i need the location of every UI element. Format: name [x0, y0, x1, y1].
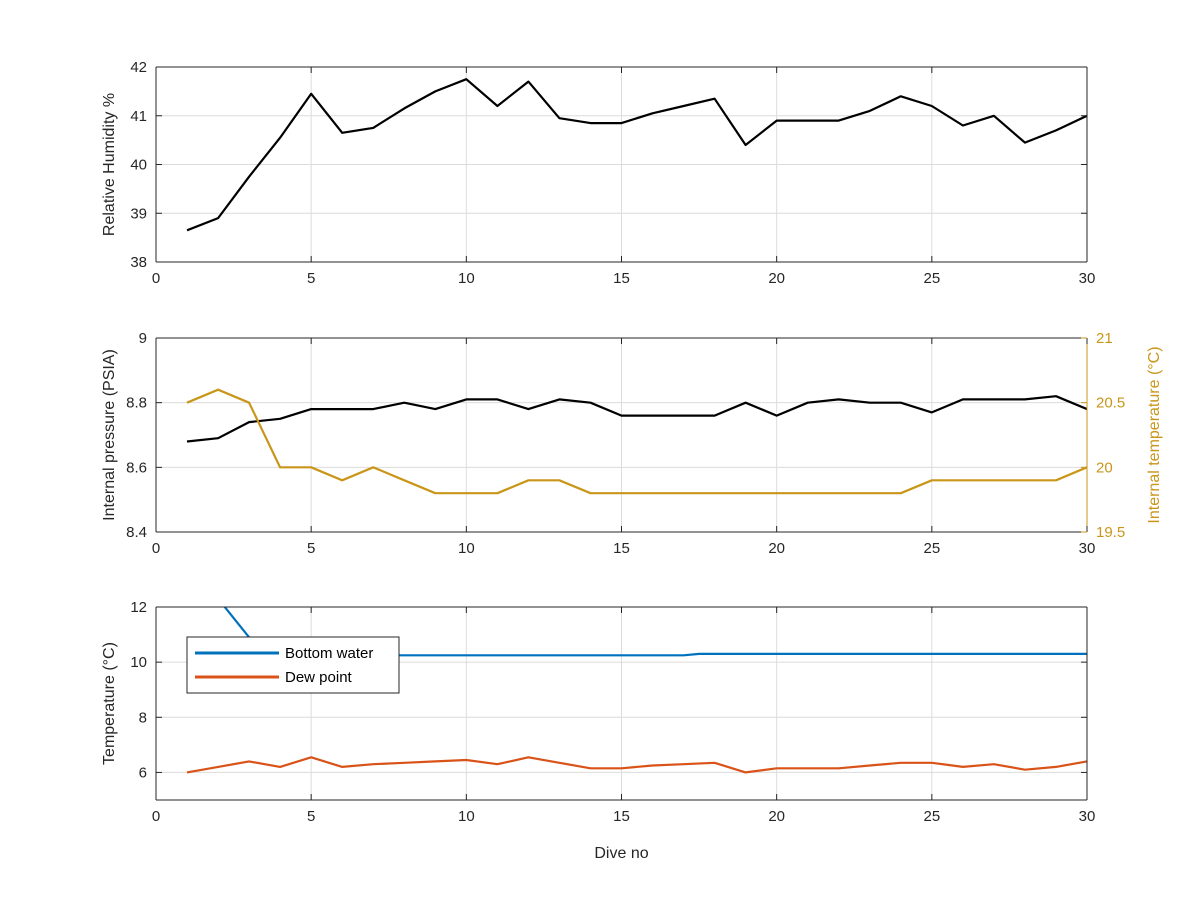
- y-axis-right-label: Internal temperature (°C): [1146, 346, 1163, 523]
- x-tick-label: 0: [152, 270, 160, 287]
- x-tick-label: 25: [923, 540, 940, 557]
- y-tick-label: 6: [139, 764, 147, 781]
- series-line-plot1-1: [186, 78, 1087, 232]
- subplot-1: 0 5 10 15 20 25 30 38 39 40 41 42 Relative Humidity …: [101, 59, 1095, 287]
- y-tick-label: 8.6: [126, 459, 147, 476]
- x-tick-label: 10: [458, 808, 475, 825]
- series-line-plot2-2: [186, 388, 1087, 495]
- subplot-3: 0 5 10 15 20 25 30 6 8 10 12 Temperature (°C) Dive n…: [101, 599, 1096, 862]
- legend-entry-label: Bottom water: [285, 645, 373, 662]
- x-tick-label: 5: [307, 270, 315, 287]
- series-line-plot2-1: [186, 395, 1087, 443]
- y-tick-label: 41: [130, 108, 147, 125]
- y-tick-label: 39: [130, 205, 147, 222]
- x-tick-label: 15: [613, 270, 630, 287]
- y-tick-label: 38: [130, 254, 147, 271]
- y-tick-label: 42: [130, 59, 147, 76]
- x-tick-label: 5: [307, 540, 315, 557]
- x-tick-label: 15: [613, 808, 630, 825]
- y-right-tick-label: 21: [1096, 330, 1113, 347]
- y-right-tick-label: 20.5: [1096, 395, 1125, 412]
- y-tick-label: 8: [139, 709, 147, 726]
- y-tick-label: 9: [139, 330, 147, 347]
- x-tick-label: 20: [768, 540, 785, 557]
- y-tick-label: 12: [130, 599, 147, 616]
- x-tick-label: 10: [458, 540, 475, 557]
- y-tick-label: 40: [130, 157, 147, 174]
- x-tick-label: 10: [458, 270, 475, 287]
- x-tick-label: 30: [1079, 808, 1096, 825]
- y-tick-label: 8.4: [126, 524, 147, 541]
- legend-box: [186, 636, 400, 694]
- x-tick-label: 30: [1079, 270, 1096, 287]
- x-tick-label: 30: [1079, 540, 1096, 557]
- x-tick-label: 0: [152, 540, 160, 557]
- y-axis-label: Internal pressure (PSIA): [101, 349, 118, 521]
- x-tick-label: 25: [923, 808, 940, 825]
- y-right-tick-label: 19.5: [1096, 524, 1125, 541]
- x-tick-label: 20: [768, 270, 785, 287]
- x-tick-label: 5: [307, 808, 315, 825]
- series-line-dew-point: [186, 756, 1087, 774]
- x-axis-label: Dive no: [594, 845, 648, 862]
- x-tick-label: 20: [768, 808, 785, 825]
- x-tick-label: 15: [613, 540, 630, 557]
- legend: Bottom water Dew point: [186, 636, 400, 694]
- x-tick-label: 25: [923, 270, 940, 287]
- y-tick-label: 10: [130, 654, 147, 671]
- y-tick-label: 8.8: [126, 395, 147, 412]
- x-tick-label: 0: [152, 808, 160, 825]
- y-axis-label: Temperature (°C): [101, 642, 118, 765]
- subplot-2: 0 5 10 15 20 25 30 8.4 8.6 8.8 9 19.5 20 20.5 21 Intern…: [101, 330, 1163, 557]
- y-axis-label: Relative Humidity %: [101, 93, 118, 236]
- y-right-tick-label: 20: [1096, 459, 1113, 476]
- legend-entry-label: Dew point: [285, 669, 353, 686]
